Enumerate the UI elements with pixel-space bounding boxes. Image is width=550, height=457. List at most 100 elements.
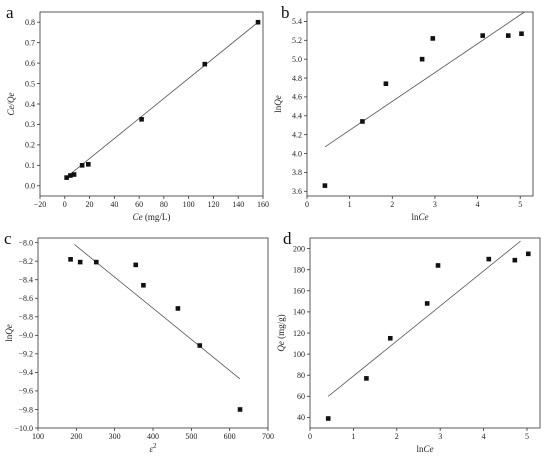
y-tick-label: 40	[297, 413, 305, 422]
data-point	[322, 183, 328, 188]
data-point	[197, 343, 203, 348]
panel-letter: b	[281, 3, 290, 22]
data-point	[64, 175, 69, 180]
data-point	[79, 163, 85, 168]
panel-letter: a	[6, 3, 14, 22]
y-tick-label: −9.6	[18, 387, 33, 396]
y-tick-label: 5.4	[292, 17, 302, 26]
y-tick-label: 200	[293, 244, 305, 253]
x-tick-label: 0	[63, 200, 67, 209]
data-point	[68, 257, 73, 262]
y-tick-label: −8.8	[18, 313, 33, 322]
y-tick-label: 4.0	[292, 149, 302, 158]
x-axis-label: ε2	[149, 442, 157, 454]
fit-line	[327, 240, 521, 397]
data-point	[325, 416, 331, 421]
panel-b: b 0 1 2 3 4 5 3.6 3.8 4.0 4.2 4.4 4.6 4.8 5.0 5.2 5.4 lnC…	[273, 3, 534, 222]
x-tick-label: 140	[232, 200, 244, 209]
data-point	[486, 256, 492, 262]
data-point	[480, 33, 485, 38]
plot-frame	[39, 11, 264, 197]
x-tick-label: 60	[135, 200, 143, 209]
data-point	[512, 257, 518, 263]
data-point	[93, 259, 99, 265]
data-point	[424, 301, 430, 306]
fit-line	[65, 21, 259, 178]
x-tick-label: 5	[518, 200, 522, 209]
x-tick-label: 120	[207, 200, 219, 209]
data-point	[141, 282, 146, 288]
data-point	[419, 56, 425, 62]
data-point	[387, 335, 393, 341]
data-point	[435, 263, 441, 268]
y-tick-label: −9.4	[18, 368, 33, 377]
x-tick-label: 0	[308, 432, 312, 441]
x-tick-label: 0	[305, 200, 309, 209]
data-point	[364, 376, 369, 381]
y-tick-label: 0.5	[25, 79, 35, 88]
x-tick-label: 4	[476, 200, 480, 209]
data-point	[237, 407, 243, 412]
data-point	[202, 61, 208, 67]
y-tick-label: 0.6	[25, 59, 35, 68]
x-tick-label: 1	[351, 432, 355, 441]
panel-letter: d	[283, 229, 292, 248]
y-tick-label: 0.2	[25, 141, 35, 150]
y-tick-label: −9.8	[18, 405, 33, 414]
x-tick-label: 200	[70, 432, 82, 441]
y-tick-label: 5.2	[292, 36, 302, 45]
y-axis-label: lnQe	[4, 324, 14, 342]
plot-frame	[37, 237, 269, 429]
panel-d: d 0 1 2 3 4 5 40 60 80 100 120 140 160 180 200 lnCe Qe (m…	[276, 229, 541, 454]
panel-c: c 100 200 300 400 500 600 700 −8.0 −8.2 −8.4 −8.6 −8…	[4, 229, 274, 454]
y-tick-label: 120	[293, 329, 305, 338]
y-tick-label: 4.8	[292, 74, 302, 83]
y-tick-label: −9.2	[18, 350, 33, 359]
y-tick-label: 100	[293, 350, 305, 359]
y-tick-label: 60	[297, 392, 305, 401]
x-tick-label: 300	[109, 432, 121, 441]
data-point	[77, 259, 83, 265]
y-tick-label: −8.4	[18, 276, 33, 285]
y-tick-label: −9.0	[18, 331, 33, 340]
data-point	[430, 36, 436, 41]
y-tick-label: 0.8	[25, 18, 35, 27]
y-tick-label: 4.4	[292, 112, 302, 121]
x-tick-label: 100	[183, 200, 195, 209]
x-tick-label: 400	[147, 432, 159, 441]
y-tick-label: −8.2	[18, 257, 33, 266]
x-tick-label: 3	[433, 200, 437, 209]
y-axis-label: Qe (mg/g)	[276, 314, 286, 351]
x-tick-label: 2	[395, 432, 399, 441]
y-tick-label: 0.0	[25, 182, 35, 191]
x-tick-label: 5	[525, 432, 529, 441]
x-tick-label: −20	[34, 200, 47, 209]
data-point	[525, 251, 531, 257]
x-axis-label: lnCe	[416, 444, 433, 454]
x-tick-label: 3	[438, 432, 442, 441]
y-tick-label: 0.7	[25, 38, 35, 47]
data-point	[255, 19, 261, 25]
x-tick-label: 700	[262, 432, 274, 441]
panel-letter: c	[4, 229, 12, 248]
y-tick-label: 0.3	[25, 120, 35, 129]
y-axis-label: lnQe	[273, 95, 283, 113]
data-point	[68, 173, 73, 178]
data-point	[360, 119, 365, 124]
y-tick-label: 160	[293, 287, 305, 296]
data-point	[86, 162, 91, 167]
y-tick-label: −10.0	[14, 424, 33, 433]
plot-frame	[309, 237, 541, 429]
x-tick-label: 2	[390, 200, 394, 209]
y-tick-label: −8.0	[18, 238, 33, 247]
data-point	[139, 117, 144, 122]
y-tick-label: 180	[293, 265, 305, 274]
x-tick-label: 500	[185, 432, 197, 441]
data-point	[505, 33, 511, 38]
y-tick-label: −8.6	[18, 294, 33, 303]
x-axis-label: lnCe	[411, 212, 428, 222]
y-tick-label: 140	[293, 308, 305, 317]
panel-a: a −20 0 20 40 60 80 100 120 140 160 0.0 0.1 0.2 0.3 0.4…	[6, 3, 269, 222]
y-tick-label: 4.6	[292, 93, 302, 102]
x-tick-label: 160	[257, 200, 269, 209]
